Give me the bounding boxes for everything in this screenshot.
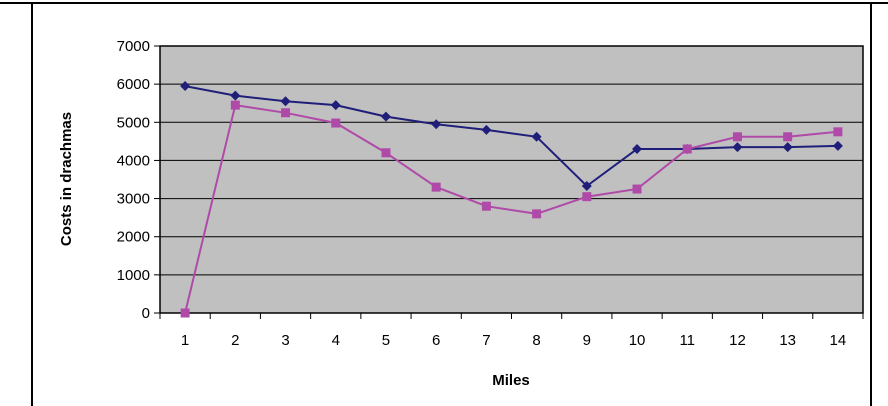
series-2-line — [184, 103, 838, 314]
series-2-point — [682, 144, 692, 154]
y-tick-label: 2000 — [117, 229, 150, 246]
x-tick-label: 11 — [679, 332, 695, 349]
series-1-point — [230, 90, 241, 101]
series-1-point — [581, 180, 592, 191]
x-tick-label: 12 — [729, 332, 746, 349]
series-2-point — [331, 118, 341, 128]
x-tick-label: 14 — [830, 332, 847, 349]
series-2-point — [732, 132, 742, 142]
series-markers — [180, 81, 843, 318]
series-2-point — [582, 192, 592, 202]
series-2-point — [833, 127, 843, 137]
series-1-point — [431, 119, 442, 130]
series-1-point — [632, 143, 643, 154]
plot-area — [159, 45, 864, 314]
x-axis-title: Miles — [492, 372, 530, 389]
y-tick-label: 1000 — [117, 267, 150, 284]
x-tick-label: 9 — [583, 332, 591, 349]
axes — [154, 45, 864, 319]
gridlines — [160, 83, 863, 276]
x-tick-label: 5 — [382, 332, 390, 349]
x-tick-label: 2 — [231, 332, 239, 349]
series-2-point — [481, 201, 491, 211]
series-2-point — [431, 182, 441, 192]
y-tick-label: 5000 — [117, 114, 150, 131]
y-tick-label: 6000 — [117, 76, 150, 93]
x-tick-label: 4 — [332, 332, 340, 349]
y-tick-label: 4000 — [117, 152, 150, 169]
y-tick-label: 0 — [142, 305, 150, 322]
series-1-point — [330, 100, 341, 111]
x-tick-label: 8 — [532, 332, 540, 349]
series-2-point — [381, 148, 391, 158]
series-lines — [184, 85, 838, 314]
x-tick-label: 1 — [181, 332, 189, 349]
series-1-point — [280, 96, 291, 107]
x-tick-label: 13 — [779, 332, 796, 349]
series-1-point — [782, 142, 793, 153]
series-2-point — [230, 100, 240, 110]
x-tick-label: 3 — [281, 332, 289, 349]
series-1-point — [481, 124, 492, 135]
series-1-point — [380, 111, 391, 122]
series-1-point — [180, 81, 191, 92]
y-tick-labels: 0 1000 2000 3000 4000 5000 6000 7000 — [117, 38, 150, 322]
y-tick-label: 3000 — [117, 191, 150, 208]
y-tick-label: 7000 — [117, 38, 150, 55]
y-axis-title: Costs in drachmas — [58, 112, 75, 246]
series-2-point — [783, 132, 793, 142]
x-tick-label: 6 — [432, 332, 440, 349]
series-2-point — [632, 184, 642, 194]
series-2-point — [281, 108, 291, 118]
series-2-point — [180, 308, 190, 318]
series-1-point — [732, 142, 743, 153]
x-tick-labels: 1 2 3 4 5 6 7 8 9 10 11 12 13 14 — [181, 332, 846, 349]
series-1-line — [184, 85, 838, 188]
series-1-point — [531, 131, 542, 142]
series-2-point — [532, 209, 542, 219]
x-tick-label: 10 — [629, 332, 646, 349]
x-tick-label: 7 — [482, 332, 490, 349]
series-1-point — [832, 140, 843, 151]
